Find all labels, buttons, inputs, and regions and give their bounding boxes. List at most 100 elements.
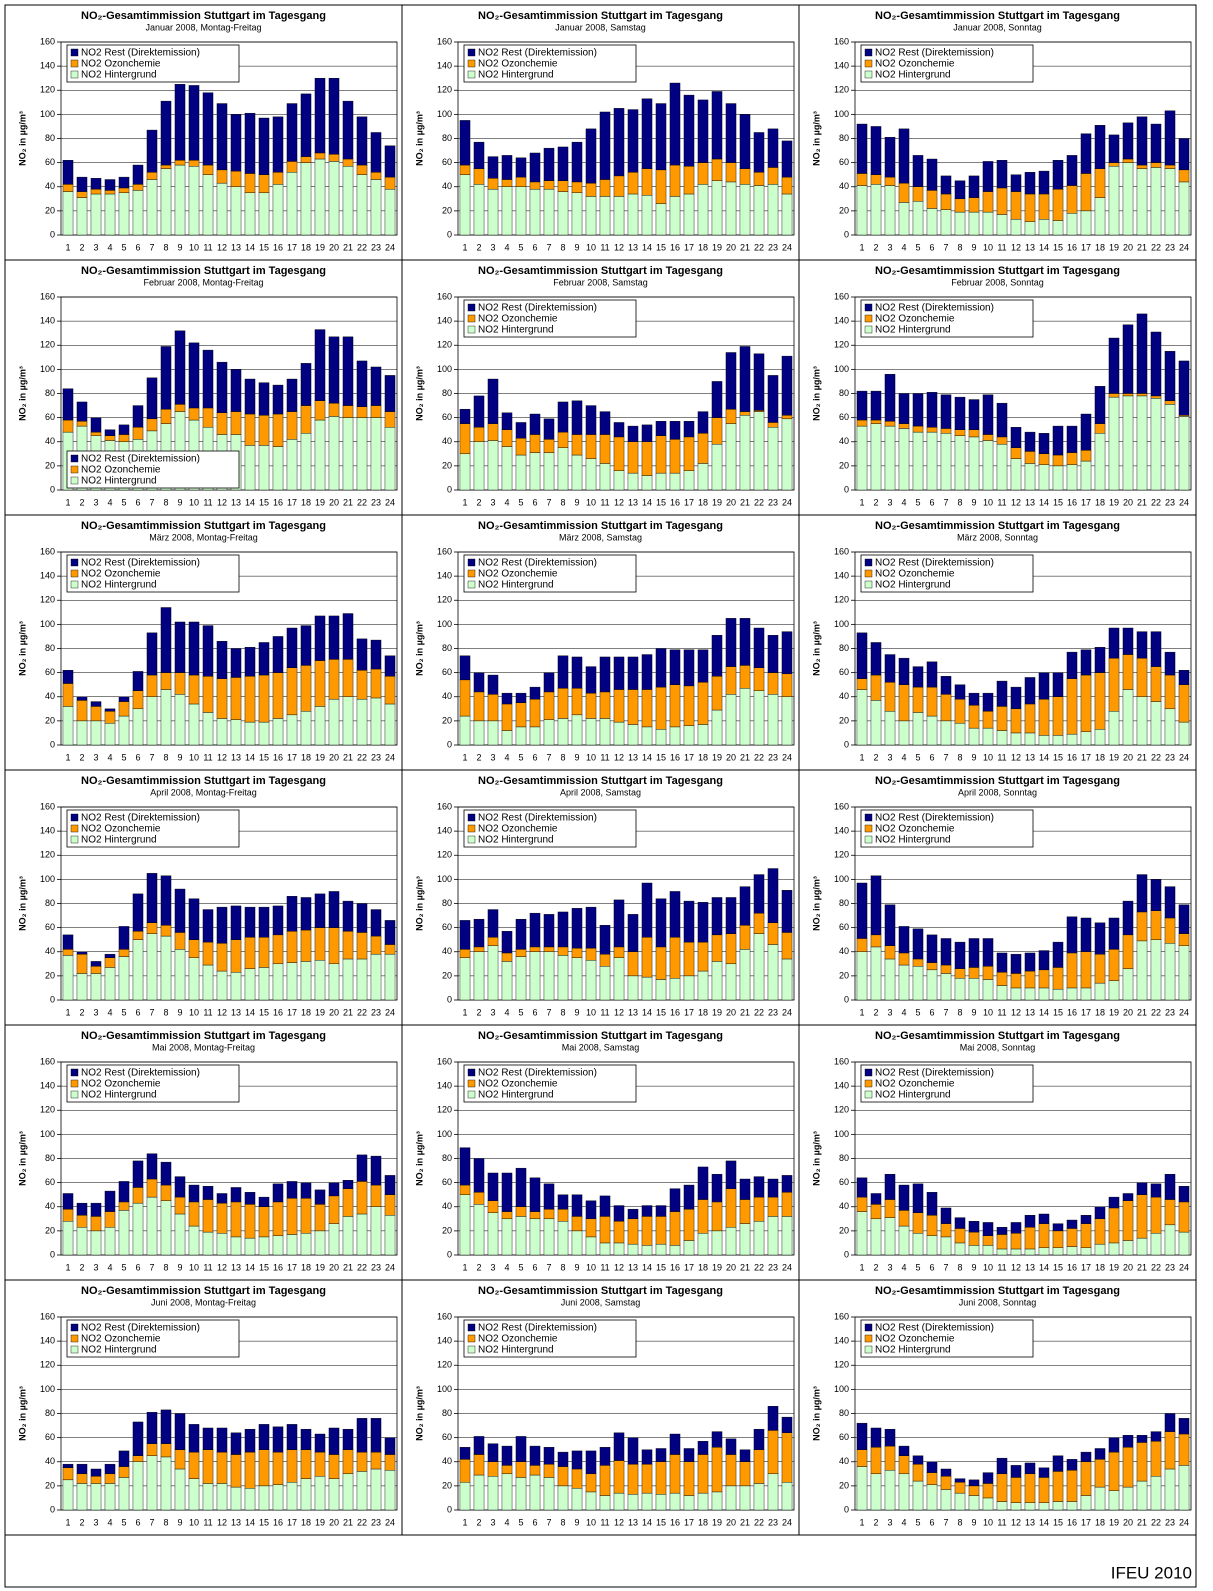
bar-segment (62, 934, 74, 950)
bar-segment (884, 711, 896, 746)
chart-subtitle: März 2008, Samstag (559, 532, 642, 542)
bar-segment (272, 116, 284, 173)
x-tick-label: 16 (273, 752, 283, 762)
bar-segment (132, 1202, 144, 1256)
bar-segment (529, 1474, 541, 1511)
bar-segment (781, 631, 793, 675)
bar-segment (132, 184, 144, 191)
bar-segment (711, 1431, 723, 1448)
bar-segment (188, 1451, 200, 1479)
bar-segment (356, 164, 368, 175)
bar-segment (286, 1234, 298, 1256)
bar-segment (104, 1473, 116, 1484)
bar-segment (571, 141, 583, 183)
bar-segment (655, 421, 667, 436)
y-tick-label: 80 (442, 643, 452, 653)
bar-segment (683, 1240, 695, 1256)
y-tick-label: 160 (437, 1311, 452, 1321)
bar-segment (753, 132, 765, 173)
cell-frame (798, 1279, 1197, 1536)
bar-segment (1080, 449, 1092, 462)
x-tick-label: 23 (371, 1517, 381, 1527)
bar-segment (1150, 1476, 1162, 1511)
bar-segment (898, 684, 910, 722)
x-tick-label: 6 (929, 1007, 934, 1017)
bar-segment (160, 408, 172, 424)
y-tick-label: 100 (40, 109, 55, 119)
bar-segment (529, 726, 541, 746)
bar-segment (1094, 1459, 1106, 1488)
bar-segment (870, 1218, 882, 1256)
bar-segment (1024, 987, 1036, 1001)
bar-segment (1108, 627, 1120, 659)
bar-segment (384, 375, 396, 412)
bar-segment (599, 1216, 611, 1244)
bar-segment (655, 648, 667, 688)
bar-segment (174, 949, 186, 1001)
bar-segment (599, 691, 611, 719)
bar-segment (1178, 933, 1190, 946)
chart-subtitle: Juni 2008, Samstag (561, 1297, 641, 1307)
x-tick-label: 10 (983, 752, 993, 762)
legend-label: NO2 Ozonchemie (81, 569, 161, 580)
bar-segment (613, 957, 625, 1001)
bar-segment (1080, 987, 1092, 1001)
bar-segment (996, 443, 1008, 491)
bar-segment (856, 678, 868, 690)
bar-segment (641, 1449, 653, 1465)
bar-segment (384, 188, 396, 236)
bar-segment (571, 400, 583, 435)
bar-segment (1094, 197, 1106, 236)
x-tick-label: 4 (901, 497, 906, 507)
bar-segment (272, 384, 284, 415)
legend-swatch (467, 325, 476, 334)
x-tick-label: 20 (1123, 242, 1133, 252)
legend-swatch (70, 813, 79, 822)
bar-segment (543, 1477, 555, 1511)
bar-segment (954, 698, 966, 724)
y-tick-label: 100 (834, 1129, 849, 1139)
bar-segment (996, 706, 1008, 731)
chart-title: NO₂-Gesamtimmission Stuttgart im Tagesga… (478, 520, 723, 532)
legend-swatch (467, 580, 476, 589)
x-tick-label: 16 (273, 497, 283, 507)
y-tick-label: 20 (45, 1225, 55, 1235)
y-tick-label: 100 (834, 1384, 849, 1394)
bar-segment (898, 423, 910, 429)
bar-segment (1122, 1200, 1134, 1241)
x-tick-label: 20 (1123, 1007, 1133, 1017)
x-tick-label: 13 (1025, 1262, 1035, 1272)
bar-segment (870, 1447, 882, 1475)
bar-segment (725, 1160, 737, 1189)
bar-segment (655, 1216, 667, 1245)
x-tick-label: 9 (971, 1262, 976, 1272)
x-tick-label: 24 (782, 1262, 792, 1272)
x-tick-label: 3 (887, 1007, 892, 1017)
y-tick-label: 140 (437, 571, 452, 581)
bar-segment (898, 428, 910, 491)
x-tick-label: 12 (1011, 752, 1021, 762)
bar-segment (599, 1495, 611, 1511)
bar-segment (258, 117, 270, 175)
x-tick-label: 8 (163, 1007, 168, 1017)
bar-segment (104, 723, 116, 746)
bar-segment (641, 882, 653, 938)
bar-segment (1052, 1230, 1064, 1248)
bar-segment (940, 676, 952, 695)
bar-segment (62, 1193, 74, 1210)
bar-segment (543, 1208, 555, 1220)
bar-segment (384, 920, 396, 945)
y-tick-label: 60 (442, 1432, 452, 1442)
y-axis-label: NO₂ in µg/m³ (811, 1131, 821, 1186)
bar-segment (1136, 1435, 1148, 1443)
bar-segment (1178, 181, 1190, 236)
bar-segment (356, 1181, 368, 1215)
bar-segment (996, 1457, 1008, 1475)
bar-segment (90, 1468, 102, 1477)
bar-segment (160, 935, 172, 1001)
x-tick-label: 21 (343, 752, 353, 762)
bar-segment (90, 188, 102, 195)
bar-segment (328, 1195, 340, 1224)
bar-segment (529, 698, 541, 728)
bar-segment (1066, 733, 1078, 746)
